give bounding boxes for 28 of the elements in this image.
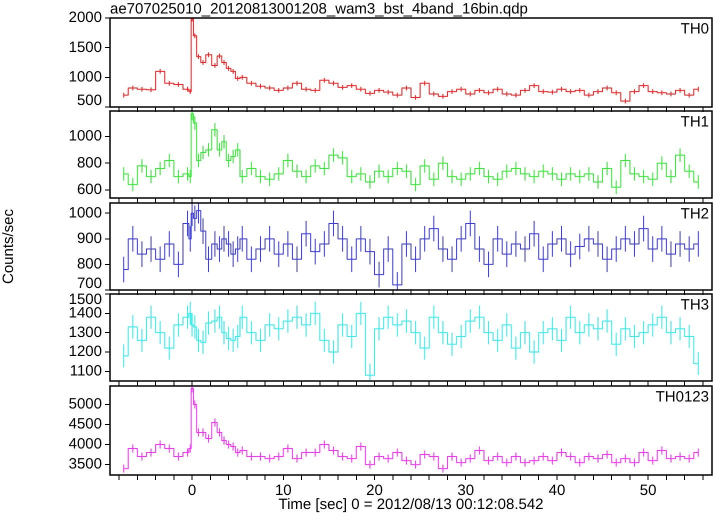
y-tick-label: 800 [76,154,102,172]
y-tick-label: 700 [76,274,102,292]
y-tick-label: 1500 [68,38,102,56]
series-label: TH1 [680,114,709,132]
y-tick-label: 1000 [68,204,102,222]
y-tick-label: 1200 [68,343,102,360]
y-tick-label: 5000 [68,395,102,412]
series-label: TH3 [680,296,709,314]
y-tick-label: 900 [76,230,102,247]
y-tick-label: 2000 [68,9,102,26]
x-tick-label: 0 [188,482,196,499]
text: TH0 [680,20,709,38]
y-tick-label: 1300 [68,324,102,341]
y-tick-label: 4000 [68,435,102,452]
y-tick-label: 800 [76,255,102,272]
y-tick-label: 600 [76,182,102,198]
y-tick-label: 1000 [68,128,102,145]
y-tick-label: 3500 [68,455,102,472]
y-axis-title: Counts/sec [0,208,18,284]
y-tick-label: 1000 [68,68,102,86]
x-tick-label: 40 [548,482,566,499]
y-tick-label: 4500 [68,415,102,432]
x-tick-label: 50 [640,482,656,499]
chart-title: ae707025010_20120813001208_wam3_bst_4band_16bin.qdp [110,0,528,18]
series-label: TH2 [680,205,709,222]
y-tick-label: 1100 [70,362,102,380]
text: TH0123 [656,388,709,406]
y-tick-label: 500 [76,92,102,110]
